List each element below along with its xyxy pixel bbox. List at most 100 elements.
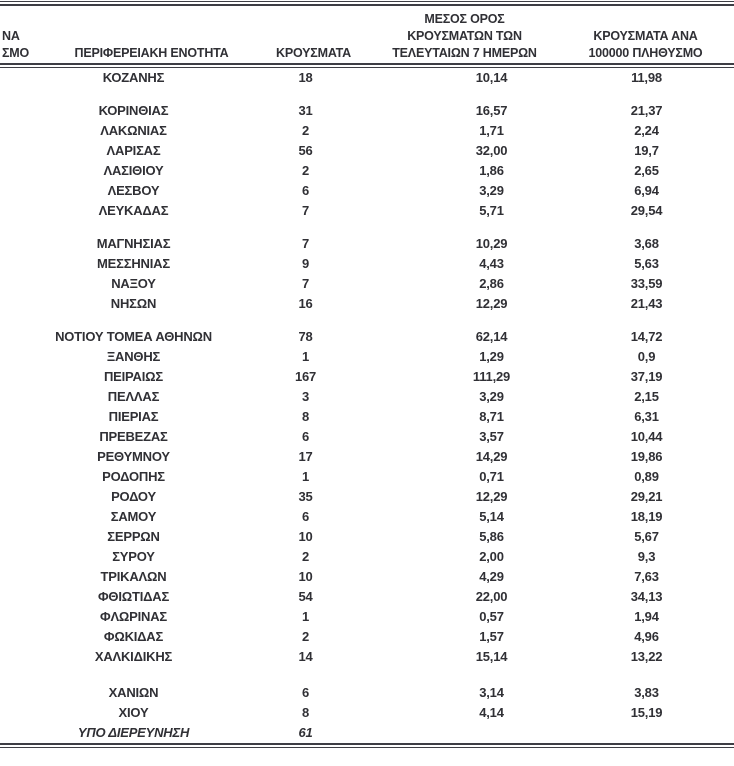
clipped-header-line: ΝΑ (2, 29, 20, 43)
table-header-row: ΝΑ ΣΜΟ ΠΕΡΙΦΕΡΕΙΑΚΗ ΕΝΟΤΗΤΑ ΚΡΟΥΣΜΑΤΑ ΜΕ… (0, 6, 734, 63)
region-cell: ΛΑΚΩΝΙΑΣ (100, 123, 167, 138)
avg7-cell: 2,00 (479, 549, 504, 564)
region-cell: ΣΕΡΡΩΝ (107, 529, 160, 544)
per100k-cell: 7,63 (634, 569, 659, 584)
per100k-cell: 11,98 (631, 70, 662, 85)
per100k-cell: 6,31 (634, 409, 659, 424)
region-cell: ΝΑΞΟΥ (111, 276, 156, 291)
clipped-header-line: ΣΜΟ (2, 46, 30, 60)
avg7-header-line: ΤΕΛΕΥΤΑΙΩΝ 7 ΗΜΕΡΩΝ (392, 46, 537, 60)
table-row: ΚΟΖΑΝΗΣ 18 10,14 11,98 (0, 68, 734, 88)
region-cell: ΠΕΛΛΑΣ (107, 389, 160, 404)
per100k-cell (557, 723, 734, 743)
per100k-cell: 21,37 (630, 103, 663, 118)
cases-cell: 8 (301, 705, 310, 720)
avg7-cell: 4,14 (479, 705, 504, 720)
column-header-avg7: ΜΕΣΟΣ ΟΡΟΣ ΚΡΟΥΣΜΑΤΩΝ ΤΩΝ ΤΕΛΕΥΤΑΙΩΝ 7 Η… (372, 11, 557, 62)
column-header-region: ΠΕΡΙΦΕΡΕΙΑΚΗ ΕΝΟΤΗΤΑ (49, 45, 254, 62)
avg7-cell: 10,14 (475, 70, 508, 85)
table-row: ΦΛΩΡΙΝΑΣ 1 0,57 1,94 (0, 607, 734, 627)
avg7-header-line: ΜΕΣΟΣ ΟΡΟΣ (424, 12, 505, 26)
per100k-cell: 37,19 (630, 369, 663, 384)
cases-cell: 1 (301, 609, 310, 624)
table-row: ΣΕΡΡΩΝ 10 5,86 5,67 (0, 527, 734, 547)
per100k-cell: 4,96 (634, 629, 659, 644)
cases-cell: 3 (301, 389, 310, 404)
per100k-cell: 2,24 (634, 123, 659, 138)
region-cell: ΛΕΥΚΑΔΑΣ (98, 203, 169, 218)
cases-cell: 31 (298, 103, 313, 118)
cases-cell: 17 (298, 449, 313, 464)
table-row: ΚΟΡΙΝΘΙΑΣ 31 16,57 21,37 (0, 101, 734, 121)
avg7-cell: 15,14 (475, 649, 508, 664)
per100k-cell: 2,65 (634, 163, 659, 178)
region-cell: ΚΟΖΑΝΗΣ (102, 70, 165, 85)
table-row: ΡΟΔΟΠΗΣ 1 0,71 0,89 (0, 467, 734, 487)
cases-cell: 10 (298, 529, 313, 544)
table-row: ΛΑΚΩΝΙΑΣ 2 1,71 2,24 (0, 121, 734, 141)
region-group: ΚΟΡΙΝΘΙΑΣ 31 16,57 21,37 ΛΑΚΩΝΙΑΣ 2 1,71… (0, 101, 734, 221)
per100k-cell: 29,21 (630, 489, 663, 504)
per100k-cell: 0,9 (637, 349, 656, 364)
per100k-cell: 15,19 (630, 705, 663, 720)
avg7-cell: 3,29 (479, 183, 504, 198)
region-cell: ΤΡΙΚΑΛΩΝ (100, 569, 167, 584)
table-row: ΥΠΟ ΔΙΕΡΕΥΝΗΣΗ 61 (0, 723, 734, 743)
cases-cell: 18 (298, 70, 313, 85)
column-header-clipped: ΝΑ ΣΜΟ (0, 28, 42, 62)
table-row: ΠΕΙΡΑΙΩΣ 167 111,29 37,19 (0, 367, 734, 387)
region-cell: ΛΑΡΙΣΑΣ (106, 143, 161, 158)
cases-cell: 16 (298, 296, 313, 311)
region-group: ΝΟΤΙΟΥ ΤΟΜΕΑ ΑΘΗΝΩΝ 78 62,14 14,72 ΞΑΝΘΗ… (0, 327, 734, 667)
region-cell: ΧΑΛΚΙΔΙΚΗΣ (94, 649, 173, 664)
region-cell: ΛΑΣΙΘΙΟΥ (103, 163, 164, 178)
table-row: ΛΕΣΒΟΥ 6 3,29 6,94 (0, 181, 734, 201)
per100k-cell: 5,67 (634, 529, 659, 544)
cases-cell: 61 (298, 725, 313, 740)
avg7-cell: 4,29 (479, 569, 504, 584)
cases-by-regional-unit-table: ΝΑ ΣΜΟ ΠΕΡΙΦΕΡΕΙΑΚΗ ΕΝΟΤΗΤΑ ΚΡΟΥΣΜΑΤΑ ΜΕ… (0, 1, 734, 748)
table-row: ΦΩΚΙΔΑΣ 2 1,57 4,96 (0, 627, 734, 647)
table-row: ΠΕΛΛΑΣ 3 3,29 2,15 (0, 387, 734, 407)
cases-cell: 1 (301, 349, 310, 364)
region-cell: ΠΙΕΡΙΑΣ (108, 409, 159, 424)
cases-cell: 54 (298, 589, 313, 604)
table-body: ΚΟΖΑΝΗΣ 18 10,14 11,98 ΚΟΡΙΝΘΙΑΣ 31 16,5… (0, 68, 734, 743)
avg7-cell: 16,57 (475, 103, 508, 118)
region-cell: ΚΟΡΙΝΘΙΑΣ (98, 103, 169, 118)
avg7-cell: 62,14 (475, 329, 508, 344)
table-row: ΡΟΔΟΥ 35 12,29 29,21 (0, 487, 734, 507)
avg7-cell: 32,00 (475, 143, 508, 158)
cases-cell: 10 (298, 569, 313, 584)
table-top-rule (0, 1, 734, 6)
avg7-cell: 0,71 (479, 469, 504, 484)
avg7-cell: 14,29 (475, 449, 508, 464)
region-group: ΜΑΓΝΗΣΙΑΣ 7 10,29 3,68 ΜΕΣΣΗΝΙΑΣ 9 4,43 … (0, 234, 734, 314)
avg7-cell: 10,29 (475, 236, 508, 251)
avg7-cell: 5,14 (479, 509, 504, 524)
region-cell: ΦΛΩΡΙΝΑΣ (99, 609, 168, 624)
avg7-header-line: ΚΡΟΥΣΜΑΤΩΝ ΤΩΝ (407, 29, 522, 43)
region-cell: ΥΠΟ ΔΙΕΡΕΥΝΗΣΗ (77, 725, 190, 740)
table-row: ΛΑΡΙΣΑΣ 56 32,00 19,7 (0, 141, 734, 161)
table-row: ΡΕΘΥΜΝΟΥ 17 14,29 19,86 (0, 447, 734, 467)
per100k-cell: 13,22 (630, 649, 663, 664)
per100k-cell: 1,94 (634, 609, 659, 624)
per100k-cell: 3,68 (634, 236, 659, 251)
cases-cell: 1 (301, 469, 310, 484)
table-row: ΛΕΥΚΑΔΑΣ 7 5,71 29,54 (0, 201, 734, 221)
table-row: ΜΕΣΣΗΝΙΑΣ 9 4,43 5,63 (0, 254, 734, 274)
per100k-cell: 21,43 (630, 296, 663, 311)
region-header-label: ΠΕΡΙΦΕΡΕΙΑΚΗ ΕΝΟΤΗΤΑ (74, 46, 229, 60)
per100k-cell: 0,89 (634, 469, 659, 484)
per100k-cell: 3,83 (634, 685, 659, 700)
per100k-header-line: ΚΡΟΥΣΜΑΤΑ ΑΝΑ (593, 29, 698, 43)
avg7-cell: 3,29 (479, 389, 504, 404)
avg7-cell: 3,57 (479, 429, 504, 444)
header-bottom-rule (0, 63, 734, 68)
avg7-cell: 5,71 (479, 203, 504, 218)
region-cell: ΜΕΣΣΗΝΙΑΣ (97, 256, 170, 271)
cases-header-label: ΚΡΟΥΣΜΑΤΑ (276, 46, 351, 60)
region-group: ΧΑΝΙΩΝ 6 3,14 3,83 ΧΙΟΥ 8 4,14 15,19 ΥΠΟ… (0, 683, 734, 743)
